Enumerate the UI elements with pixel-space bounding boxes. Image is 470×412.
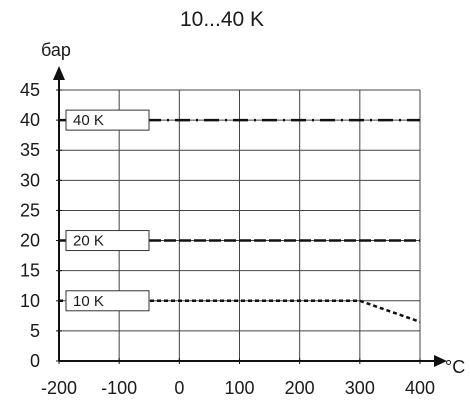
chart-title: 10...40 K — [180, 8, 264, 31]
series-label-box — [65, 290, 150, 312]
y-tick-label: 45 — [20, 80, 40, 100]
series-label-text: 10 K — [73, 293, 104, 310]
x-tick-label: 0 — [174, 378, 184, 398]
y-tick-label: 25 — [20, 200, 40, 220]
grid-layer — [58, 89, 421, 362]
y-tick-label: 5 — [30, 321, 40, 341]
x-tick-label: 300 — [345, 378, 375, 398]
y-tick-label: 15 — [20, 261, 40, 281]
y-axis-label: бар — [41, 40, 71, 60]
y-tick-label: 10 — [20, 291, 40, 311]
y-tick-label: 35 — [20, 140, 40, 160]
x-axis-label: °C — [445, 357, 465, 377]
x-tick-label: 200 — [285, 378, 315, 398]
y-axis-arrow-icon — [53, 66, 65, 80]
x-axis-arrow-icon — [434, 355, 447, 367]
axes-layer: -200 -100 0 100 200 300 400 0 5 10 15 20 25 30 35 40 45 — [20, 66, 447, 398]
x-tick-label: 400 — [405, 378, 435, 398]
series-label-box — [65, 109, 150, 131]
x-tick-label: -100 — [101, 378, 137, 398]
x-tick-label: -200 — [41, 378, 77, 398]
y-tick-label: 20 — [20, 231, 40, 251]
labels-layer: 40 K 20 K 10 K — [65, 109, 150, 312]
y-tick-label: 30 — [20, 170, 40, 190]
series-line-10-k — [59, 299, 421, 324]
y-tick-label: 0 — [30, 351, 40, 371]
y-tick-label: 40 — [20, 110, 40, 130]
series-label-text: 20 K — [73, 233, 104, 250]
series-label-text: 40 K — [73, 112, 104, 129]
x-tick-label: 100 — [224, 378, 254, 398]
series-label-box — [65, 230, 150, 252]
